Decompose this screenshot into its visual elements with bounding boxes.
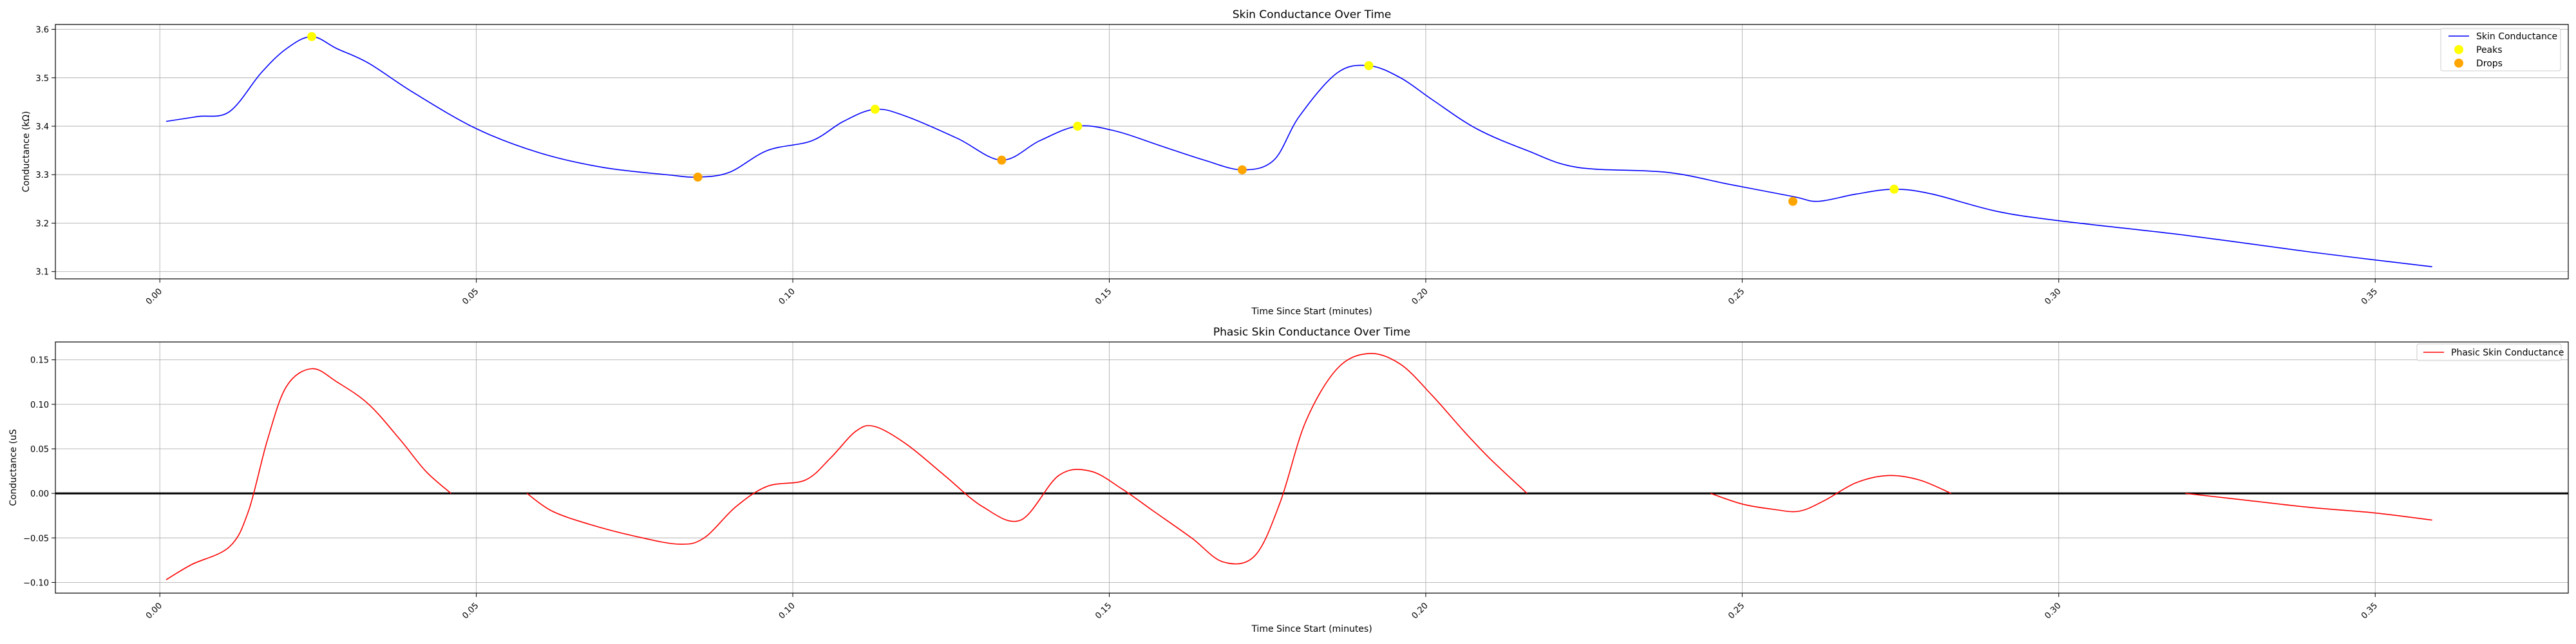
- y-tick-label: 0.05: [30, 445, 49, 455]
- x-axis-label: Time Since Start (minutes): [1251, 624, 1372, 634]
- y-tick-label: 3.5: [35, 74, 49, 84]
- legend-label-skin-conductance: Skin Conductance: [2476, 32, 2557, 42]
- y-tick-label: 3.3: [35, 171, 49, 180]
- point-peaks: [1889, 184, 1899, 194]
- point-peaks: [1364, 61, 1374, 70]
- skin-conductance-panel: 0.00 0.05 0.10 0.15 0.20 0.25 0.30 0.35 3.13.23…: [21, 8, 2569, 317]
- series-line-skin-conductance: [166, 36, 2432, 267]
- point-drops: [1788, 196, 1797, 206]
- point-peaks: [307, 32, 317, 41]
- y-tick-label: 3.6: [35, 26, 49, 35]
- y-axis-label: Conductance (kΩ): [21, 111, 32, 192]
- phasic-conductance-panel: 0.00 0.05 0.10 0.15 0.20 0.25 0.30 0.35 −0.10−0…: [8, 326, 2569, 634]
- legend-box: [2440, 28, 2561, 71]
- plot-frame: [55, 341, 2569, 594]
- series-line-phasic-skin-conductance: [166, 368, 451, 580]
- chart-title: Skin Conductance Over Time: [1233, 8, 1391, 21]
- legend-box: [2416, 343, 2562, 361]
- plot-area: [55, 353, 2568, 580]
- legend-swatch-peaks: [2454, 45, 2463, 54]
- y-axis-label: Conductance (uS: [8, 429, 19, 506]
- series-line-phasic-skin-conductance: [526, 353, 1528, 565]
- y-tick-label: 3.1: [35, 268, 49, 278]
- series-line-phasic-skin-conductance: [1710, 475, 1952, 513]
- point-drops: [997, 155, 1007, 165]
- y-tick-label: 0.10: [30, 401, 49, 410]
- legend-label-drops: Drops: [2476, 59, 2503, 69]
- y-tick-label: −0.10: [23, 578, 49, 588]
- y-axis: 3.1 3.2 3.3 3.4 3.5 3.6: [35, 26, 55, 278]
- y-tick-label: 3.2: [35, 219, 49, 229]
- y-axis: −0.10 −0.05 0.00 0.05 0.10 0.15: [23, 356, 55, 588]
- legend: Skin Conductance Peaks Drops: [2440, 28, 2561, 71]
- point-drops: [693, 173, 703, 182]
- y-tick-label: 3.4: [35, 122, 49, 132]
- y-tick-label: −0.05: [23, 534, 49, 544]
- legend: Phasic Skin Conductance: [2416, 343, 2564, 361]
- point-peaks: [870, 104, 880, 114]
- chart-title: Phasic Skin Conductance Over Time: [1213, 326, 1410, 339]
- y-tick-label: 0.00: [30, 489, 49, 499]
- plot-area: [166, 32, 2432, 267]
- x-axis-label: Time Since Start (minutes): [1251, 307, 1372, 317]
- point-peaks: [1073, 122, 1083, 131]
- plot-frame: [55, 24, 2569, 279]
- legend-swatch-drops: [2454, 59, 2463, 68]
- legend-label-phasic: Phasic Skin Conductance: [2451, 348, 2564, 358]
- grid-lines: [55, 24, 2568, 279]
- point-drops: [1237, 165, 1247, 175]
- legend-label-peaks: Peaks: [2476, 45, 2503, 55]
- y-tick-label: 0.15: [30, 356, 49, 366]
- series-line-phasic-skin-conductance: [2185, 493, 2432, 521]
